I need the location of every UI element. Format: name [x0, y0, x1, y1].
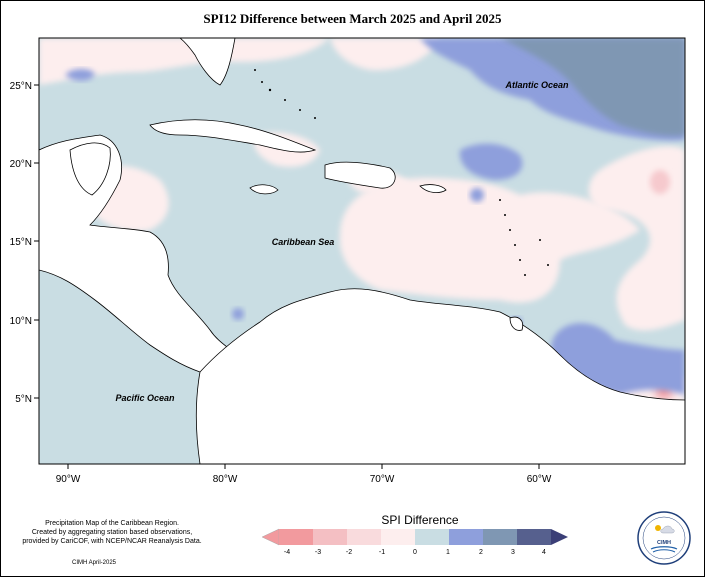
legend-arrow-low	[261, 528, 280, 546]
legend-colorbar	[261, 528, 568, 546]
date-stamp: CIMH April-2025	[72, 560, 117, 566]
credit-line-2: Created by aggregating station based obs…	[31, 529, 193, 536]
lat-label-25: 25°N	[10, 81, 32, 92]
puerto-rico	[419, 184, 447, 194]
legend-tick-m4: -4	[284, 549, 290, 556]
cimh-logo: CIMH	[637, 511, 691, 565]
cuba	[149, 119, 317, 153]
legend-tick-1: 1	[446, 549, 450, 556]
central-america	[39, 134, 241, 374]
credit-line-3: provided by CariCOF, with NCEP/NCAR Rean…	[22, 538, 202, 545]
map-title: SPI12 Difference between March 2025 and …	[203, 11, 502, 26]
caribbean-sea-label: Caribbean Sea	[272, 237, 335, 247]
legend-swatch-7	[483, 529, 517, 545]
legend-tick-m3: -3	[315, 549, 321, 556]
jamaica	[249, 184, 279, 195]
lat-label-15: 15°N	[10, 237, 32, 248]
legend-swatch-2	[313, 529, 347, 545]
legend-tick-3: 3	[511, 549, 515, 556]
sun-icon	[655, 525, 661, 531]
trinidad	[509, 316, 524, 331]
legend-ticks: -4 -3 -2 -1 0 1 2 3 4	[284, 549, 546, 556]
legend-title: SPI Difference	[381, 513, 459, 527]
wave-icon-2	[652, 549, 676, 553]
wave-icon	[650, 546, 678, 550]
legend-swatch-4	[381, 529, 415, 545]
legend-tick-m2: -2	[346, 549, 352, 556]
small-islands	[254, 69, 549, 276]
legend-swatch-8	[517, 529, 551, 545]
lon-label-70: 70°W	[370, 474, 395, 485]
lat-label-5: 5°N	[15, 394, 32, 405]
lon-label-80: 80°W	[213, 474, 238, 485]
florida	[179, 38, 236, 86]
legend-swatch-5	[415, 529, 449, 545]
pacific-ocean-label: Pacific Ocean	[115, 393, 175, 403]
lon-label-90: 90°W	[56, 474, 81, 485]
legend-swatch-6	[449, 529, 483, 545]
logo-text: CIMH	[657, 540, 671, 546]
credit-line-1: Precipitation Map of the Caribbean Regio…	[45, 520, 179, 527]
legend-tick-2: 2	[479, 549, 483, 556]
legend-arrow-high	[551, 529, 568, 545]
lat-label-10: 10°N	[10, 316, 32, 327]
legend-tick-0: 0	[413, 549, 417, 556]
legend-swatch-1	[279, 529, 313, 545]
yucatan	[69, 142, 111, 196]
lat-label-20: 20°N	[10, 159, 32, 170]
plot-border	[38, 37, 686, 465]
hispaniola	[324, 161, 396, 189]
axis-ticks	[34, 84, 540, 469]
legend-tick-m1: -1	[379, 549, 385, 556]
lon-label-60: 60°W	[527, 474, 552, 485]
cloud-icon	[660, 525, 675, 534]
legend-tick-4: 4	[542, 549, 546, 556]
land-masses	[39, 38, 685, 464]
legend-swatch-3	[347, 529, 381, 545]
credit-text: Precipitation Map of the Caribbean Regio…	[12, 519, 212, 546]
atlantic-ocean-label: Atlantic Ocean	[504, 80, 569, 90]
south-america	[195, 288, 685, 464]
